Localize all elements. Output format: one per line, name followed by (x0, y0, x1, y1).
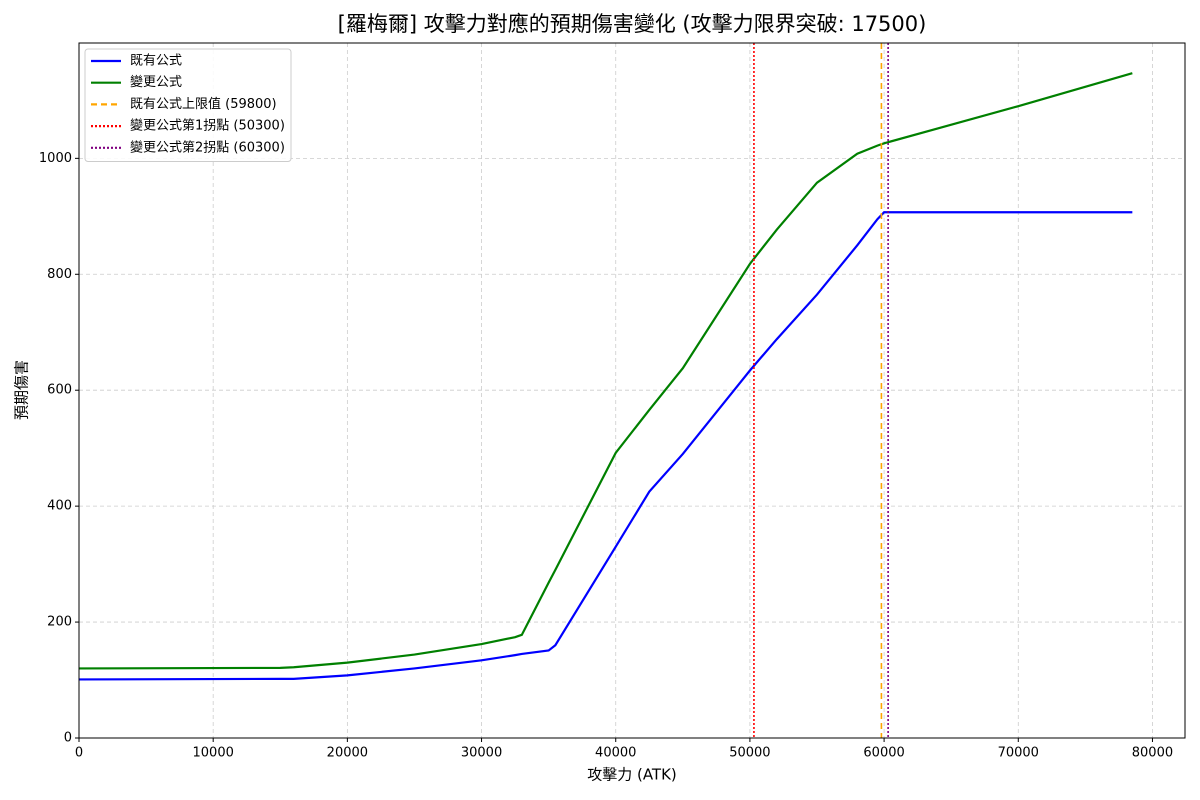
x-tick-label: 20000 (327, 746, 368, 761)
legend-label: 變更公式 (130, 74, 182, 90)
y-axis-label: 預期傷害 (13, 360, 31, 420)
y-tick-label: 0 (64, 731, 72, 746)
legend-label: 既有公式上限值 (59800) (130, 96, 277, 112)
x-tick-label: 30000 (461, 746, 502, 761)
plot-frame (78, 42, 1186, 739)
x-tick-label: 40000 (595, 746, 636, 761)
x-tick-label: 60000 (863, 746, 904, 761)
y-tick-label: 800 (47, 267, 72, 282)
legend-label: 變更公式第1拐點 (50300) (130, 118, 285, 134)
x-tick-label: 50000 (729, 746, 770, 761)
series-line (78, 211, 1133, 681)
x-tick-label: 70000 (998, 746, 1039, 761)
x-axis-label: 攻擊力 (ATK) (587, 766, 677, 784)
legend-label: 變更公式第2拐點 (60300) (130, 139, 285, 155)
series-line (78, 72, 1133, 670)
x-tick-label: 0 (75, 746, 83, 761)
legend-label: 既有公式 (130, 54, 182, 69)
y-tick-label: 400 (47, 499, 72, 514)
x-tick-label: 10000 (193, 746, 234, 761)
chart-title: [羅梅爾] 攻擊力對應的預期傷害變化 (攻擊力限界突破: 17500) (338, 12, 927, 36)
x-tick-label: 80000 (1132, 746, 1173, 761)
legend-box (84, 48, 292, 162)
y-tick-label: 1000 (39, 151, 72, 166)
y-tick-label: 600 (47, 383, 72, 398)
y-tick-label: 200 (47, 615, 72, 630)
